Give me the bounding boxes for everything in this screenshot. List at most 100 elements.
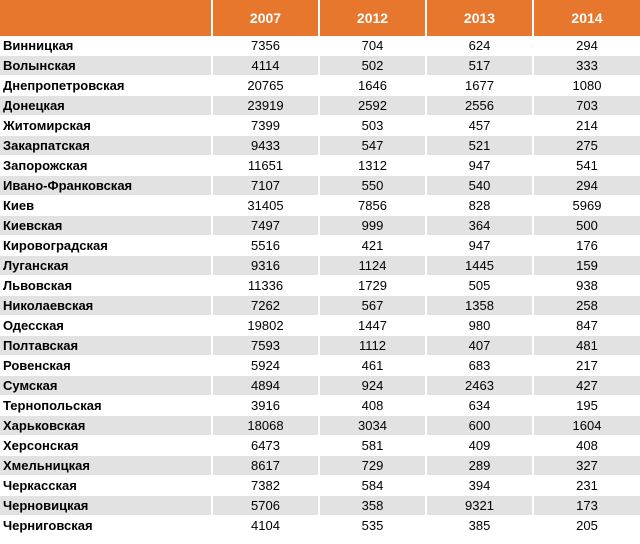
value-cell-2013: 385 — [426, 515, 534, 536]
value-cell-2007: 7382 — [212, 475, 320, 496]
region-name-cell: Кировоградская — [0, 235, 213, 256]
value-cell-2014: 294 — [533, 175, 640, 196]
value-cell-2012: 461 — [319, 355, 427, 376]
value-cell-2007: 18068 — [212, 415, 320, 436]
value-cell-2014: 173 — [533, 495, 640, 516]
region-name-cell: Винницкая — [0, 36, 213, 56]
value-cell-2013: 634 — [426, 395, 534, 416]
value-cell-2013: 2556 — [426, 95, 534, 116]
value-cell-2007: 5706 — [212, 495, 320, 516]
value-cell-2014: 214 — [533, 115, 640, 136]
value-cell-2013: 394 — [426, 475, 534, 496]
value-cell-2012: 7856 — [319, 195, 427, 216]
value-cell-2014: 408 — [533, 435, 640, 456]
value-cell-2014: 703 — [533, 95, 640, 116]
region-name-cell: Волынская — [0, 55, 213, 76]
value-cell-2013: 1358 — [426, 295, 534, 316]
value-cell-2007: 4114 — [212, 55, 320, 76]
value-cell-2014: 481 — [533, 335, 640, 356]
value-cell-2014: 427 — [533, 375, 640, 396]
value-cell-2013: 409 — [426, 435, 534, 456]
region-name-cell: Днепропетровская — [0, 75, 213, 96]
value-cell-2014: 1080 — [533, 75, 640, 96]
region-name-cell: Тернопольская — [0, 395, 213, 416]
value-cell-2013: 1445 — [426, 255, 534, 276]
value-cell-2014: 1604 — [533, 415, 640, 436]
header-corner-cell — [0, 0, 213, 36]
table-row: Черкасская 7382 584 394 231 — [0, 475, 640, 496]
value-cell-2014: 258 — [533, 295, 640, 316]
table-row: Запорожская 11651 1312 947 541 — [0, 155, 640, 176]
region-name-cell: Закарпатская — [0, 135, 213, 156]
value-cell-2012: 3034 — [319, 415, 427, 436]
value-cell-2007: 5924 — [212, 355, 320, 376]
table-row: Харьковская 18068 3034 600 1604 — [0, 415, 640, 436]
value-cell-2007: 19802 — [212, 315, 320, 336]
header-row: 2007 2012 2013 2014 — [0, 0, 640, 36]
value-cell-2012: 502 — [319, 55, 427, 76]
value-cell-2012: 408 — [319, 395, 427, 416]
value-cell-2007: 5516 — [212, 235, 320, 256]
value-cell-2014: 217 — [533, 355, 640, 376]
table-row: Донецкая 23919 2592 2556 703 — [0, 95, 640, 116]
value-cell-2012: 567 — [319, 295, 427, 316]
region-name-cell: Луганская — [0, 255, 213, 276]
table-row: Винницкая 7356 704 624 294 — [0, 36, 640, 56]
value-cell-2007: 9316 — [212, 255, 320, 276]
value-cell-2012: 535 — [319, 515, 427, 536]
column-header-2012: 2012 — [319, 0, 427, 36]
region-name-cell: Киев — [0, 195, 213, 216]
value-cell-2007: 4104 — [212, 515, 320, 536]
value-cell-2012: 1112 — [319, 335, 427, 356]
value-cell-2014: 541 — [533, 155, 640, 176]
value-cell-2012: 924 — [319, 375, 427, 396]
region-name-cell: Ивано-Франковская — [0, 175, 213, 196]
value-cell-2013: 521 — [426, 135, 534, 156]
table-row: Черновицкая 5706 358 9321 173 — [0, 495, 640, 516]
value-cell-2013: 600 — [426, 415, 534, 436]
value-cell-2012: 999 — [319, 215, 427, 236]
value-cell-2014: 176 — [533, 235, 640, 256]
value-cell-2014: 847 — [533, 315, 640, 336]
column-header-2013: 2013 — [426, 0, 534, 36]
value-cell-2007: 20765 — [212, 75, 320, 96]
region-name-cell: Одесская — [0, 315, 213, 336]
table-row: Херсонская 6473 581 409 408 — [0, 435, 640, 456]
region-name-cell: Херсонская — [0, 435, 213, 456]
table-row: Житомирская 7399 503 457 214 — [0, 115, 640, 136]
value-cell-2014: 938 — [533, 275, 640, 296]
value-cell-2012: 1646 — [319, 75, 427, 96]
table-row: Киев 31405 7856 828 5969 — [0, 195, 640, 216]
value-cell-2007: 7262 — [212, 295, 320, 316]
table-row: Львовская 11336 1729 505 938 — [0, 275, 640, 296]
value-cell-2013: 457 — [426, 115, 534, 136]
table-row: Ивано-Франковская 7107 550 540 294 — [0, 175, 640, 196]
value-cell-2014: 159 — [533, 255, 640, 276]
value-cell-2013: 828 — [426, 195, 534, 216]
table-row: Киевская 7497 999 364 500 — [0, 215, 640, 236]
value-cell-2014: 327 — [533, 455, 640, 476]
value-cell-2012: 584 — [319, 475, 427, 496]
value-cell-2012: 1312 — [319, 155, 427, 176]
value-cell-2007: 6473 — [212, 435, 320, 456]
value-cell-2013: 2463 — [426, 375, 534, 396]
region-name-cell: Киевская — [0, 215, 213, 236]
table-row: Кировоградская 5516 421 947 176 — [0, 235, 640, 256]
value-cell-2013: 407 — [426, 335, 534, 356]
region-name-cell: Запорожская — [0, 155, 213, 176]
value-cell-2014: 275 — [533, 135, 640, 156]
region-name-cell: Хмельницкая — [0, 455, 213, 476]
value-cell-2007: 23919 — [212, 95, 320, 116]
table-row: Полтавская 7593 1112 407 481 — [0, 335, 640, 356]
value-cell-2012: 581 — [319, 435, 427, 456]
table-header: 2007 2012 2013 2014 — [0, 0, 640, 36]
value-cell-2014: 205 — [533, 515, 640, 536]
value-cell-2014: 333 — [533, 55, 640, 76]
value-cell-2007: 7497 — [212, 215, 320, 236]
value-cell-2007: 11336 — [212, 275, 320, 296]
table-row: Луганская 9316 1124 1445 159 — [0, 255, 640, 276]
value-cell-2012: 547 — [319, 135, 427, 156]
region-name-cell: Черниговская — [0, 515, 213, 536]
region-name-cell: Черкасская — [0, 475, 213, 496]
